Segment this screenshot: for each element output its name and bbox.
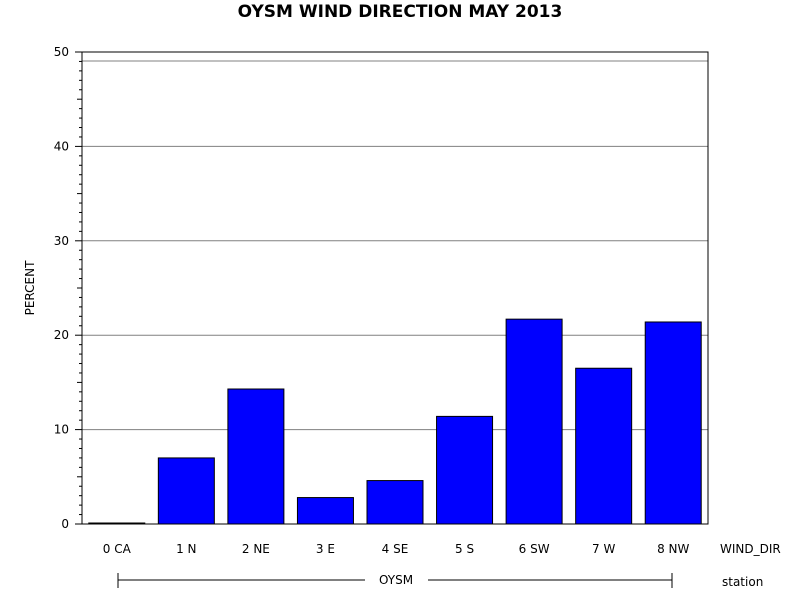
- bar: [436, 415, 494, 525]
- bar: [366, 480, 424, 525]
- y-tick-label: 50: [54, 45, 69, 59]
- y-tick-label: 20: [54, 328, 69, 342]
- x-tick-label: 7 W: [592, 542, 615, 556]
- y-tick-label: 10: [54, 423, 69, 437]
- bars: 0 CA 1 N 2 NE 3 E 4 SE 5 S 6 SW 7 W 8 NW: [88, 318, 702, 556]
- plot-frame: [81, 51, 709, 525]
- x-tick-label: 5 S: [455, 542, 474, 556]
- y-tick-label: 30: [54, 234, 69, 248]
- y-tick-label: 0: [61, 517, 69, 531]
- bar: [296, 497, 354, 525]
- x-tick-label: 3 E: [316, 542, 335, 556]
- bar: [505, 318, 563, 525]
- bar: [157, 457, 215, 525]
- bar: [227, 388, 285, 525]
- group-label: OYSM: [379, 573, 413, 587]
- x-tick-label: 8 NW: [657, 542, 689, 556]
- bar: [644, 321, 702, 525]
- y-axis-ticks: 0 10 20 30 40 50: [54, 45, 82, 531]
- y-axis-label: PERCENT: [23, 260, 37, 315]
- bar: [575, 367, 633, 525]
- x-tick-label: 4 SE: [382, 542, 409, 556]
- x-tick-label: 0 CA: [103, 542, 132, 556]
- chart-title: OYSM WIND DIRECTION MAY 2013: [237, 2, 563, 22]
- x-tick-label: 6 SW: [519, 542, 550, 556]
- x-axis-label: WIND_DIR: [720, 542, 781, 556]
- group-axis-label: station: [722, 575, 763, 589]
- x-tick-label: 2 NE: [242, 542, 270, 556]
- x-tick-label: 1 N: [176, 542, 196, 556]
- y-tick-label: 40: [54, 139, 69, 153]
